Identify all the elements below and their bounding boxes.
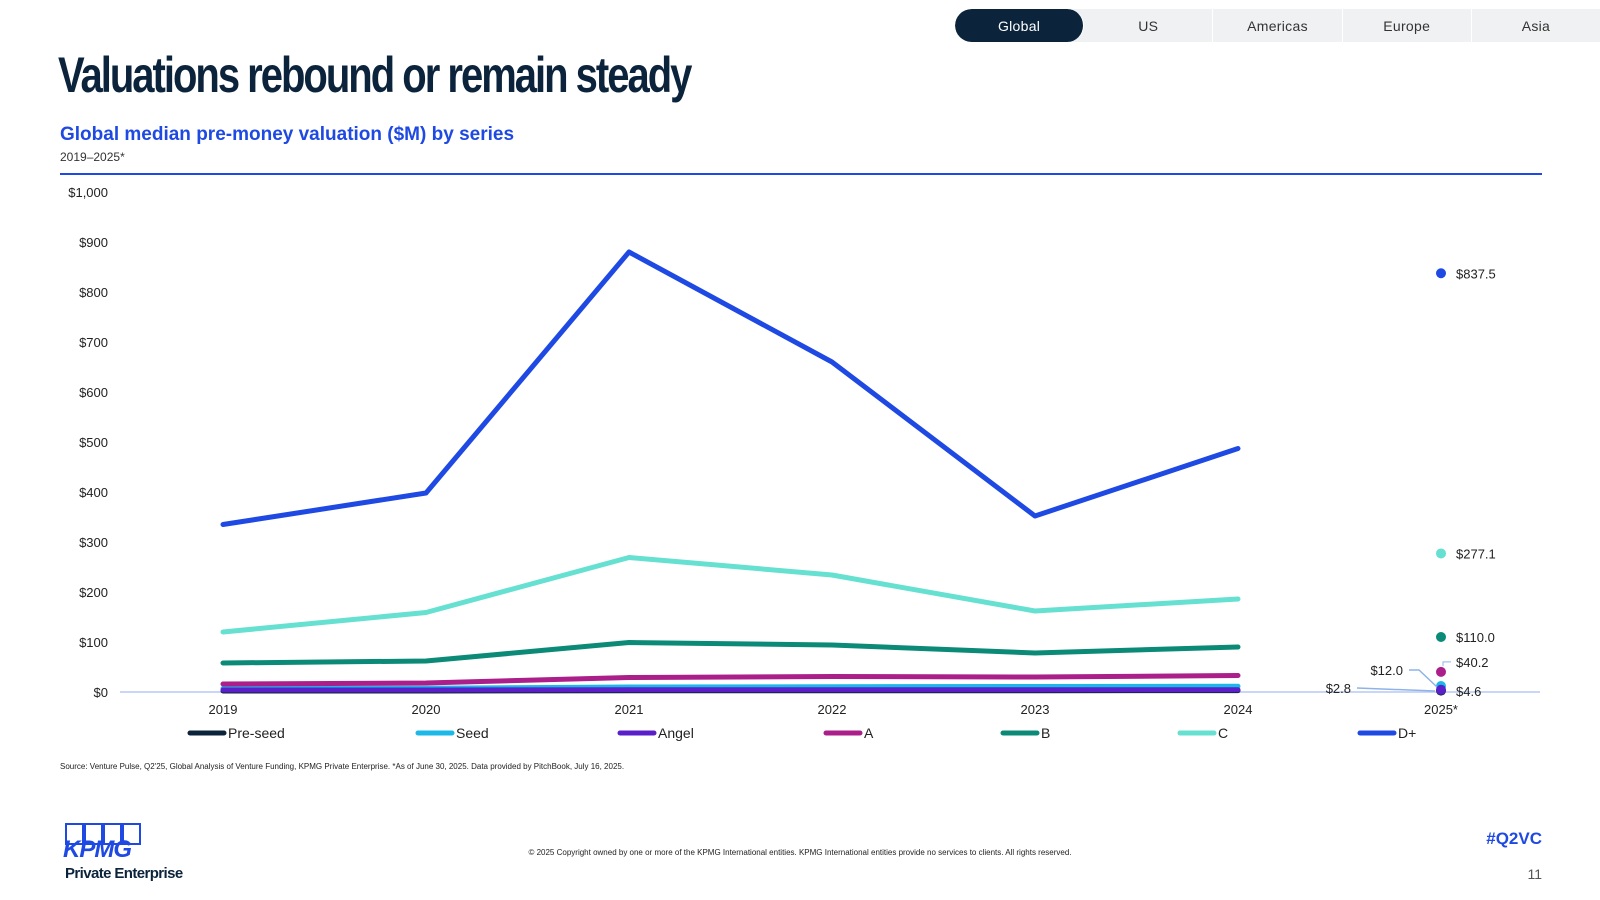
x-tick-label: 2022 bbox=[818, 702, 847, 717]
y-tick-label: $200 bbox=[79, 585, 108, 600]
private-enterprise-label: Private Enterprise bbox=[65, 865, 183, 882]
x-tick-label: 2024 bbox=[1224, 702, 1253, 717]
legend-label-a: A bbox=[864, 725, 874, 741]
kpmg-logo-boxes bbox=[65, 823, 141, 845]
divider-rule bbox=[60, 173, 1542, 175]
data-point-2025-b bbox=[1436, 632, 1446, 642]
tab-global[interactable]: Global bbox=[955, 9, 1085, 42]
y-tick-label: $100 bbox=[79, 635, 108, 650]
region-tabs: Global US Americas Europe Asia bbox=[955, 9, 1600, 42]
series-line-b bbox=[220, 640, 1241, 666]
y-tick-label: $800 bbox=[79, 285, 108, 300]
x-tick-label: 2020 bbox=[412, 702, 441, 717]
y-tick-label: $300 bbox=[79, 535, 108, 550]
x-tick-label: 2023 bbox=[1021, 702, 1050, 717]
y-tick-label: $900 bbox=[79, 235, 108, 250]
leader-line-pre-seed bbox=[1356, 687, 1436, 692]
data-label: $12.0 bbox=[1370, 663, 1403, 678]
y-tick-label: $0 bbox=[94, 685, 108, 700]
date-range: 2019–2025* bbox=[60, 150, 125, 164]
y-tick-label: $500 bbox=[79, 435, 108, 450]
legend-label-b: B bbox=[1041, 725, 1050, 741]
tab-americas[interactable]: Americas bbox=[1213, 9, 1343, 42]
leader-line-seed bbox=[1409, 669, 1438, 688]
legend-label-pre-seed: Pre-seed bbox=[228, 725, 285, 741]
y-tick-label: $700 bbox=[79, 335, 108, 350]
leader-line-a bbox=[1442, 661, 1451, 666]
kpmg-logo-word: KPMG bbox=[63, 836, 132, 863]
chart-subtitle: Global median pre-money valuation ($M) b… bbox=[60, 124, 515, 145]
valuation-line-chart: $0 $100 $200 $300 $400 $500 $600 $700 $800 $900 $1… bbox=[68, 185, 1540, 741]
data-point-2025-d bbox=[1436, 268, 1446, 279]
x-tick-label: 2019 bbox=[209, 702, 238, 717]
data-point-2025-a bbox=[1436, 666, 1446, 677]
legend-label-angel: Angel bbox=[658, 725, 694, 741]
legend-label-d: D+ bbox=[1398, 725, 1416, 741]
tab-europe[interactable]: Europe bbox=[1343, 9, 1472, 42]
y-tick-label: $600 bbox=[79, 385, 108, 400]
data-label: $2.8 bbox=[1326, 681, 1351, 696]
hashtag: #Q2VC bbox=[1486, 829, 1542, 848]
data-point-2025-c bbox=[1436, 548, 1446, 559]
copyright-notice: © 2025 Copyright owned by one or more of… bbox=[528, 848, 1072, 857]
source-note: Source: Venture Pulse, Q2'25, Global Ana… bbox=[60, 762, 625, 771]
kpmg-logo: KPMG Private Enterprise bbox=[63, 823, 183, 885]
page-title: Valuations rebound or remain steady bbox=[58, 47, 692, 103]
data-label: $40.2 bbox=[1456, 655, 1489, 670]
tab-asia[interactable]: Asia bbox=[1521, 17, 1551, 34]
data-point-2025-angel bbox=[1436, 684, 1446, 695]
series-line-d bbox=[220, 249, 1241, 527]
tab-us[interactable]: US bbox=[1084, 9, 1214, 42]
page-number: 11 bbox=[1527, 866, 1542, 882]
series-line-c bbox=[220, 555, 1241, 635]
data-label: $110.0 bbox=[1456, 630, 1495, 645]
series-line-a bbox=[220, 673, 1241, 687]
x-tick-label: 2025* bbox=[1424, 702, 1458, 717]
legend-label-seed: Seed bbox=[456, 725, 489, 741]
legend-label-c: C bbox=[1218, 725, 1228, 741]
y-tick-label: $400 bbox=[79, 485, 108, 500]
data-label: $4.6 bbox=[1456, 684, 1481, 699]
x-tick-label: 2021 bbox=[615, 702, 644, 717]
data-label: $837.5 bbox=[1456, 266, 1496, 281]
y-tick-label: $1,000 bbox=[68, 185, 108, 200]
data-label: $277.1 bbox=[1456, 546, 1496, 561]
